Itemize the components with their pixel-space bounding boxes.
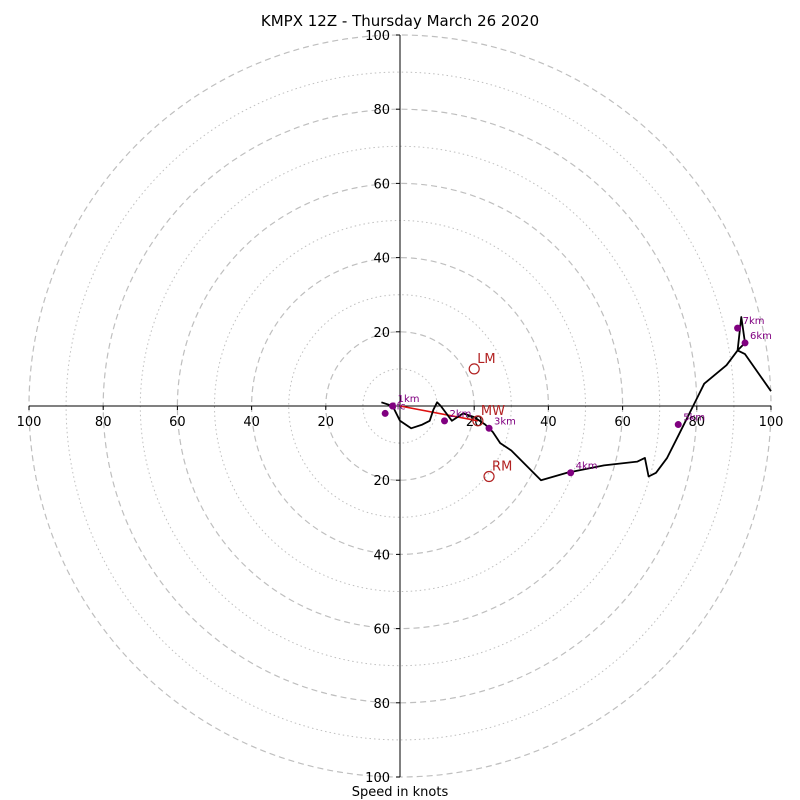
storm-motion-marker [483, 470, 495, 483]
height-marker [389, 402, 397, 410]
y-tick-label: 80 [373, 103, 390, 118]
y-tick-label: 20 [373, 474, 390, 489]
height-marker [674, 421, 682, 429]
y-tick-label: 40 [373, 252, 390, 267]
y-tick-label: 100 [365, 771, 390, 786]
height-label: 3km [494, 416, 516, 427]
x-tick-label: 100 [759, 415, 784, 430]
x-tick-label: 80 [95, 415, 112, 430]
shear-vector-line [399, 405, 479, 422]
x-tick-label: 40 [243, 415, 260, 430]
y-tick-label: 60 [373, 177, 390, 192]
x-tick-label: 100 [17, 415, 42, 430]
storm-motion-marker [472, 415, 484, 427]
hodograph-trace [381, 316, 772, 482]
height-label: 6km [750, 331, 772, 342]
height-marker [485, 424, 493, 432]
x-tick-label: 40 [540, 415, 557, 430]
height-label: 1km [398, 394, 420, 405]
x-tick-label: 60 [614, 415, 631, 430]
height-marker [734, 324, 742, 332]
storm-motion-marker [468, 363, 480, 375]
x-axis-label: Speed in knots [352, 785, 449, 800]
height-marker [381, 409, 389, 417]
storm-motion-label: MW [481, 404, 505, 419]
storm-motion-label: RM [492, 459, 512, 474]
height-label: Sfc [390, 401, 405, 412]
y-tick-label: 80 [373, 697, 390, 712]
storm-motion-label: LM [477, 352, 495, 367]
x-tick-label: 20 [318, 415, 335, 430]
tick-labels: 100 80 60 40 20 20 40 60 80 100100806040202040608… [17, 29, 784, 786]
height-label: 4km [576, 461, 598, 472]
chart-title: KMPX 12Z - Thursday March 26 2020 [261, 12, 539, 30]
y-tick-label: 20 [373, 326, 390, 341]
x-tick-label: 80 [689, 415, 706, 430]
storm-motions: LM MW RM [468, 352, 512, 483]
y-tick-label: 60 [373, 623, 390, 638]
height-label: 7km [743, 316, 765, 327]
height-marker [567, 469, 575, 477]
height-marker [441, 417, 449, 425]
shear-vector [399, 405, 479, 422]
y-tick-label: 100 [365, 29, 390, 44]
x-tick-label: 60 [169, 415, 186, 430]
height-marker [741, 339, 749, 347]
y-tick-label: 40 [373, 548, 390, 563]
hodograph-line [381, 316, 772, 482]
height-label: 5km [683, 413, 705, 424]
height-label: 2km [450, 409, 472, 420]
